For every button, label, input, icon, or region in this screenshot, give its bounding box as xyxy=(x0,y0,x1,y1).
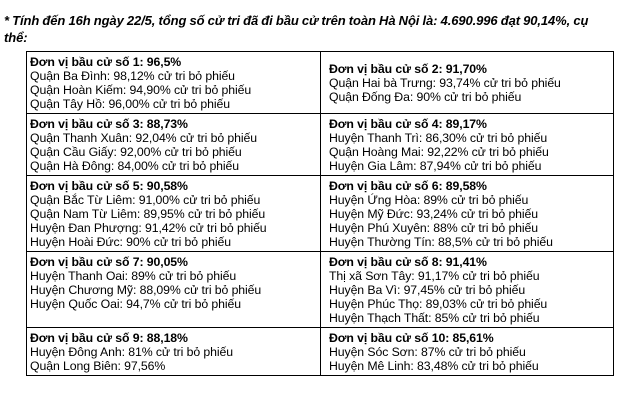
district-line: Huyện Quốc Oai: 94,7% cử tri bỏ phiếu xyxy=(30,297,241,311)
district-line: Huyện Sóc Sơn: 87% cử tri bỏ phiếu xyxy=(329,345,526,359)
district-line: Quận Long Biên: 97,56% xyxy=(30,359,166,373)
unit-cell: Đơn vị bầu cử số 10: 85,61% Huyện Sóc Sơ… xyxy=(320,327,614,376)
district-line: Quận Tây Hồ: 96,00% cử tri bỏ phiếu xyxy=(30,97,231,111)
district-line: Huyện Thường Tín: 88,5% cử tri bỏ phiếu xyxy=(329,235,553,249)
unit-title: Đơn vị bầu cử số 2: 91,70% xyxy=(329,62,487,76)
district-line: Quận Cầu Giấy: 92,00% cử tri bỏ phiếu xyxy=(30,145,242,159)
unit-title: Đơn vị bầu cử số 3: 88,73% xyxy=(30,117,188,131)
table-row: Đơn vị bầu cử số 7: 90,05% Huyện Thanh O… xyxy=(26,251,614,328)
district-line: Quận Hà Đông: 84,00% cử tri bỏ phiếu xyxy=(30,159,240,173)
table-row: Đơn vị bầu cử số 9: 88,18% Huyện Đông An… xyxy=(26,327,614,376)
district-line: Quận Bắc Từ Liêm: 91,00% cử tri bỏ phiếu xyxy=(30,193,261,207)
unit-cell: Đơn vị bầu cử số 4: 89,17% Huyện Thanh T… xyxy=(320,113,614,176)
unit-cell: Đơn vị bầu cử số 1: 96,5% Quận Ba Đình: … xyxy=(26,51,321,114)
district-line: Huyện Phúc Thọ: 89,03% cử tri bỏ phiếu xyxy=(329,297,548,311)
district-line: Quận Ba Đình: 98,12% cử tri bỏ phiếu xyxy=(30,69,235,83)
district-line: Huyện Đông Anh: 81% cử tri bỏ phiếu xyxy=(30,345,233,359)
district-line: Huyện Gia Lâm: 87,94% cử tri bỏ phiếu xyxy=(329,159,542,173)
district-line: Quận Thanh Xuân: 92,04% cử tri bỏ phiếu xyxy=(30,131,257,145)
unit-cell: Đơn vị bầu cử số 3: 88,73% Quận Thanh Xu… xyxy=(26,113,321,176)
table-row: Đơn vị bầu cử số 3: 88,73% Quận Thanh Xu… xyxy=(26,113,614,176)
unit-cell: Đơn vị bầu cử số 8: 91,41% Thị xã Sơn Tâ… xyxy=(320,251,614,328)
unit-cell: Đơn vị bầu cử số 9: 88,18% Huyện Đông An… xyxy=(26,327,321,376)
district-line: Quận Nam Từ Liêm: 89,95% cử tri bỏ phiếu xyxy=(30,207,266,221)
district-line: Quận Hoàn Kiếm: 94,90% cử tri bỏ phiếu xyxy=(30,83,252,97)
unit-title: Đơn vị bầu cử số 8: 91,41% xyxy=(329,255,487,269)
district-line: Thị xã Sơn Tây: 91,17% cử tri bỏ phiếu xyxy=(329,269,540,283)
summary-heading: * Tính đến 16h ngày 22/5, tổng số cử tri… xyxy=(4,13,589,45)
unit-cell: Đơn vị bầu cử số 2: 91,70% Quận Hai bà T… xyxy=(320,51,614,114)
unit-cell: Đơn vị bầu cử số 5: 90,58% Quận Bắc Từ L… xyxy=(26,175,321,252)
district-line: Quận Hai bà Trưng: 93,74% cử tri bỏ phiế… xyxy=(329,76,561,90)
district-line: Huyện Thanh Oai: 89% cử tri bỏ phiếu xyxy=(30,269,237,283)
table-row: Đơn vị bầu cử số 5: 90,58% Quận Bắc Từ L… xyxy=(26,175,614,252)
unit-title: Đơn vị bầu cử số 10: 85,61% xyxy=(329,331,494,345)
district-line: Huyện Đan Phượng: 91,42% cử tri bỏ phiếu xyxy=(30,221,267,235)
district-line: Huyện Phú Xuyên: 88% cử tri bỏ phiếu xyxy=(329,221,539,235)
district-line: Huyện Chương Mỹ: 88,09% cử tri bỏ phiếu xyxy=(30,283,262,297)
district-line: Quận Đống Đa: 90% cử tri bỏ phiếu xyxy=(329,90,522,104)
unit-title: Đơn vị bầu cử số 5: 90,58% xyxy=(30,179,188,193)
table-row: Đơn vị bầu cử số 1: 96,5% Quận Ba Đình: … xyxy=(26,51,614,114)
unit-cell: Đơn vị bầu cử số 7: 90,05% Huyện Thanh O… xyxy=(26,251,321,328)
district-line: Huyện Mê Linh: 83,48% cử tri bỏ phiếu xyxy=(329,359,539,373)
district-line: Quận Hoàng Mai: 92,22% cử tri bỏ phiếu xyxy=(329,145,549,159)
unit-title: Đơn vị bầu cử số 9: 88,18% xyxy=(30,331,188,345)
district-line: Huyện Ứng Hòa: 89% cử tri bỏ phiếu xyxy=(329,193,529,207)
district-line: Huyện Thạch Thất: 85% cử tri bỏ phiếu xyxy=(329,311,540,325)
unit-cell: Đơn vị bầu cử số 6: 89,58% Huyện Ứng Hòa… xyxy=(320,175,614,252)
unit-title: Đơn vị bầu cử số 1: 96,5% xyxy=(30,55,182,69)
results-table: Đơn vị bầu cử số 1: 96,5% Quận Ba Đình: … xyxy=(26,51,614,376)
district-line: Huyện Ba Vì: 97,45% cử tri bỏ phiếu xyxy=(329,283,526,297)
unit-title: Đơn vị bầu cử số 4: 89,17% xyxy=(329,117,487,131)
district-line: Huyện Hoài Đức: 90% cử tri bỏ phiếu xyxy=(30,235,231,249)
unit-title: Đơn vị bầu cử số 7: 90,05% xyxy=(30,255,188,269)
unit-title: Đơn vị bầu cử số 6: 89,58% xyxy=(329,179,487,193)
district-line: Huyện Mỹ Đức: 93,24% cử tri bỏ phiếu xyxy=(329,207,539,221)
district-line: Huyện Thanh Trì: 86,30% cử tri bỏ phiếu xyxy=(329,131,548,145)
